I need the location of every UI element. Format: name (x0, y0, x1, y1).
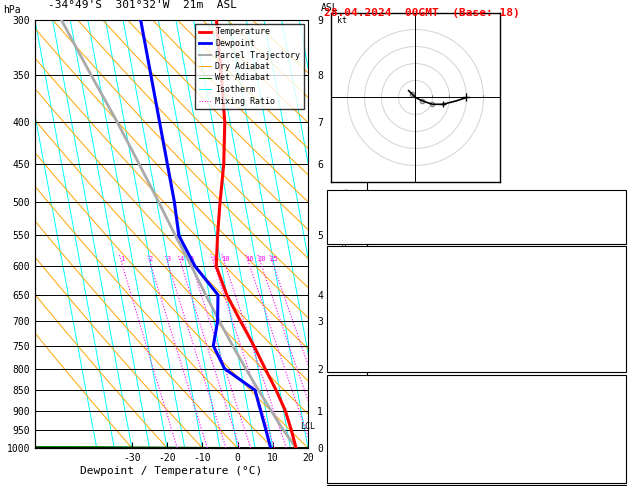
Text: 20: 20 (257, 256, 265, 262)
Text: hPa: hPa (4, 5, 21, 15)
Text: 0: 0 (614, 451, 620, 461)
Text: 5: 5 (190, 256, 194, 262)
Text: Most Unstable: Most Unstable (437, 379, 513, 389)
Text: 16: 16 (245, 256, 254, 262)
Text: Pressure (mb): Pressure (mb) (331, 397, 407, 407)
Text: 4: 4 (179, 256, 184, 262)
Text: Surface: Surface (455, 250, 496, 260)
Text: 0: 0 (614, 358, 620, 368)
Legend: Temperature, Dewpoint, Parcel Trajectory, Dry Adiabat, Wet Adiabat, Isotherm, Mi: Temperature, Dewpoint, Parcel Trajectory… (196, 24, 304, 109)
X-axis label: Dewpoint / Temperature (°C): Dewpoint / Temperature (°C) (81, 466, 263, 476)
Text: 1: 1 (120, 256, 125, 262)
Text: θₑ(K): θₑ(K) (331, 304, 360, 314)
Text: CIN (J): CIN (J) (331, 358, 372, 368)
Text: K: K (331, 194, 337, 204)
Text: 25: 25 (608, 212, 620, 222)
Text: Dewp (°C): Dewp (°C) (331, 286, 384, 296)
Text: 16.6: 16.6 (596, 268, 620, 278)
Text: Temp (°C): Temp (°C) (331, 268, 384, 278)
Text: 10: 10 (608, 433, 620, 443)
Text: 9.4: 9.4 (602, 286, 620, 296)
Text: 309: 309 (602, 304, 620, 314)
Text: //: // (368, 199, 376, 205)
Text: CAPE (J): CAPE (J) (331, 451, 377, 461)
Text: Totals Totals: Totals Totals (331, 212, 407, 222)
Text: CAPE (J): CAPE (J) (331, 340, 377, 350)
Text: ////: //// (368, 72, 385, 78)
Text: CIN (J): CIN (J) (331, 469, 372, 479)
Text: 309: 309 (602, 415, 620, 425)
Text: 3: 3 (167, 256, 170, 262)
Text: 1009: 1009 (596, 397, 620, 407)
Text: 8: 8 (212, 256, 216, 262)
Text: kt: kt (337, 16, 347, 25)
Text: Lifted Index: Lifted Index (331, 433, 401, 443)
Text: /: / (368, 263, 372, 269)
Text: 1.48: 1.48 (596, 230, 620, 240)
Text: © weatheronline.co.uk: © weatheronline.co.uk (416, 471, 540, 481)
Text: 0: 0 (614, 469, 620, 479)
Text: km
ASL: km ASL (321, 0, 338, 13)
Text: 28.04.2024  00GMT  (Base: 18): 28.04.2024 00GMT (Base: 18) (325, 8, 520, 18)
Text: 2: 2 (614, 194, 620, 204)
Text: LCL: LCL (300, 422, 315, 431)
Text: PW (cm): PW (cm) (331, 230, 372, 240)
Text: -34°49'S  301°32'W  21m  ASL: -34°49'S 301°32'W 21m ASL (48, 0, 237, 10)
Text: 10: 10 (221, 256, 230, 262)
Text: Mixing Ratio (g/kg): Mixing Ratio (g/kg) (343, 187, 352, 281)
Text: 10: 10 (608, 322, 620, 332)
Text: 0: 0 (614, 340, 620, 350)
Text: Lifted Index: Lifted Index (331, 322, 401, 332)
Text: θₑ (K): θₑ (K) (331, 415, 366, 425)
Text: 2: 2 (148, 256, 153, 262)
Text: 25: 25 (269, 256, 278, 262)
